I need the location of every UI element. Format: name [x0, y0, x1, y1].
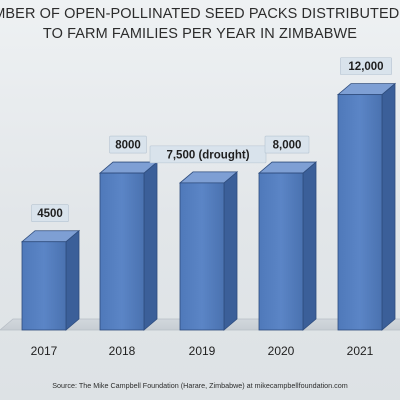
data-label-box [149, 145, 267, 164]
bar-side [143, 161, 158, 331]
chart-title: UMBER OF OPEN-POLLINATED SEED PACKS DIST… [0, 4, 400, 44]
bar-2019 [178, 171, 239, 331]
bar-front [258, 172, 304, 331]
bar-front [99, 172, 145, 331]
bar-2018 [98, 161, 159, 331]
bar-front [179, 182, 225, 331]
bar-side [223, 171, 238, 331]
x-tick-label: 2018 [109, 344, 136, 358]
source-note: Source: The Mike Campbell Foundation (Ha… [52, 381, 348, 390]
x-tick-label: 2019 [189, 344, 216, 358]
data-label: 7,500 (drought) [166, 149, 249, 161]
data-label-box [109, 135, 147, 154]
bar-2021 [336, 82, 397, 331]
x-tick-label: 2020 [268, 344, 295, 358]
bar-side [381, 82, 396, 331]
data-label: 12,000 [348, 61, 383, 73]
data-label-box [340, 57, 392, 75]
data-label: 8000 [115, 140, 141, 152]
x-tick-label: 2021 [347, 344, 374, 358]
data-label-box [31, 204, 69, 223]
x-tick-label: 2017 [31, 344, 58, 358]
chart-title-line2: TO FARM FAMILIES PER YEAR IN ZIMBABWE [42, 26, 358, 42]
bar-side [65, 229, 80, 331]
data-label: 4500 [37, 208, 63, 220]
bar-2020 [257, 161, 318, 331]
chart-title-line1: UMBER OF OPEN-POLLINATED SEED PACKS DIST… [0, 6, 400, 22]
data-label-box [264, 135, 310, 154]
bar-front [21, 241, 67, 331]
bar-front [337, 94, 383, 331]
bar-2017 [20, 229, 81, 331]
data-label: 8,000 [273, 140, 302, 152]
bar-side [302, 161, 317, 331]
